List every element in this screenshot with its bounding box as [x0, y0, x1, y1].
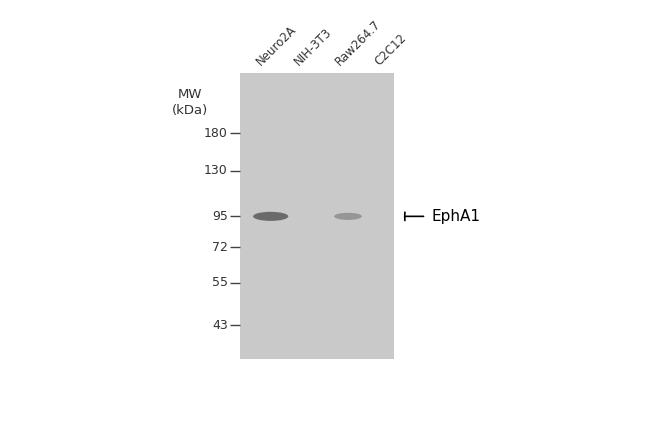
Text: 72: 72: [212, 241, 228, 254]
Text: Raw264.7: Raw264.7: [333, 18, 384, 68]
Bar: [240, 73, 393, 360]
Text: C2C12: C2C12: [373, 32, 410, 68]
Text: MW
(kDa): MW (kDa): [172, 88, 208, 117]
Ellipse shape: [334, 213, 362, 220]
Text: 55: 55: [212, 276, 228, 289]
Text: NIH-3T3: NIH-3T3: [292, 26, 335, 68]
Text: 130: 130: [204, 164, 228, 177]
Text: Neuro2A: Neuro2A: [254, 23, 298, 68]
Ellipse shape: [253, 212, 289, 221]
Text: 43: 43: [212, 319, 228, 332]
Text: EphA1: EphA1: [432, 209, 480, 224]
Text: 180: 180: [204, 127, 228, 140]
Text: 95: 95: [212, 210, 228, 223]
